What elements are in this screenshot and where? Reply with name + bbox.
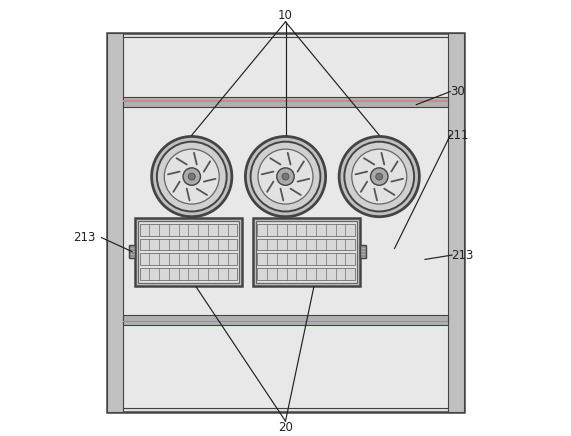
- Bar: [123, 320, 448, 323]
- Bar: [253, 218, 360, 286]
- Circle shape: [339, 136, 419, 217]
- Circle shape: [344, 142, 414, 211]
- Bar: [140, 253, 238, 265]
- Text: 213: 213: [451, 249, 473, 262]
- Bar: [135, 218, 242, 286]
- Circle shape: [188, 173, 195, 180]
- Circle shape: [277, 168, 294, 185]
- Bar: [138, 221, 239, 283]
- Circle shape: [352, 149, 407, 204]
- Bar: [129, 245, 135, 258]
- Bar: [107, 33, 464, 412]
- Bar: [111, 37, 460, 408]
- Circle shape: [251, 142, 320, 211]
- Bar: [123, 97, 448, 107]
- Bar: [258, 238, 355, 250]
- Circle shape: [246, 136, 325, 217]
- Text: 30: 30: [451, 85, 465, 98]
- Bar: [123, 315, 448, 325]
- Bar: [256, 221, 356, 283]
- Text: 20: 20: [278, 421, 293, 434]
- Text: 10: 10: [278, 9, 293, 22]
- Circle shape: [164, 149, 219, 204]
- Bar: [123, 100, 448, 102]
- Circle shape: [183, 168, 200, 185]
- Text: 213: 213: [73, 231, 95, 244]
- Bar: [448, 33, 464, 412]
- Circle shape: [258, 149, 313, 204]
- Circle shape: [282, 173, 289, 180]
- Text: 211: 211: [447, 129, 469, 142]
- Circle shape: [152, 136, 232, 217]
- Bar: [107, 33, 123, 412]
- Bar: [258, 224, 355, 236]
- Circle shape: [157, 142, 227, 211]
- Bar: [140, 268, 238, 279]
- Circle shape: [371, 168, 388, 185]
- Bar: [258, 253, 355, 265]
- Bar: [360, 245, 366, 258]
- Bar: [140, 238, 238, 250]
- Bar: [258, 268, 355, 279]
- Bar: [140, 224, 238, 236]
- Circle shape: [376, 173, 383, 180]
